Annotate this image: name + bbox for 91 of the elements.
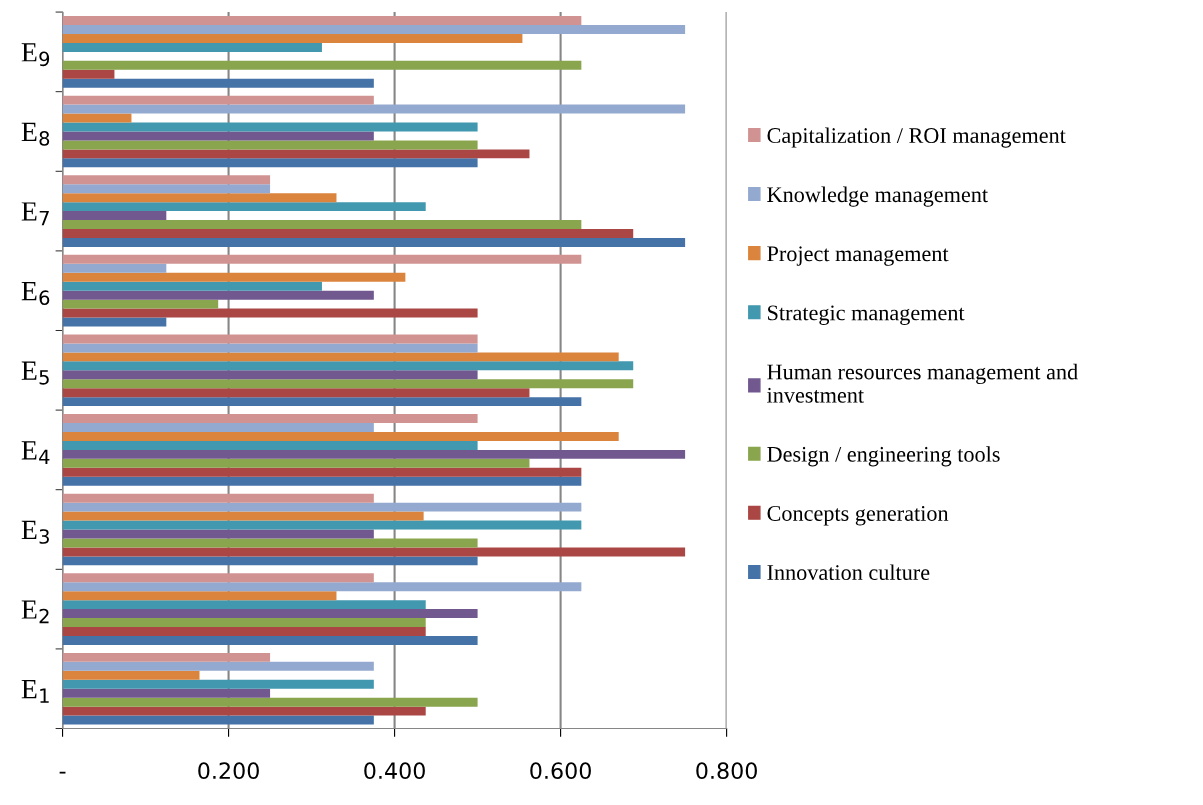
- bar: [62, 317, 167, 327]
- bar: [62, 272, 406, 282]
- bar: [62, 397, 582, 407]
- bar: [62, 467, 582, 477]
- y-tick-label: E$_{9}$: [21, 43, 50, 67]
- bar: [62, 78, 374, 88]
- bar: [62, 591, 337, 601]
- bar: [62, 33, 523, 43]
- bar: [62, 334, 478, 344]
- bar: [62, 520, 582, 530]
- legend-label: Concepts generation: [767, 505, 949, 526]
- bar: [62, 431, 619, 441]
- bar: [62, 423, 374, 432]
- legend-label: Human resources management and investment: [767, 363, 1078, 403]
- bar: [62, 502, 582, 512]
- bar: [62, 627, 426, 636]
- bar: [62, 281, 322, 291]
- y-tick-label: E$_{2}$: [21, 600, 49, 624]
- bar: [62, 511, 424, 521]
- legend-label: Design / engineering tools: [767, 446, 1000, 467]
- bar: [62, 352, 619, 362]
- bar: [62, 42, 322, 52]
- bar: [62, 635, 478, 645]
- bar: [62, 229, 634, 238]
- bar: [62, 299, 219, 309]
- bar: [62, 104, 686, 114]
- bar: [62, 158, 478, 168]
- bar: [62, 582, 582, 592]
- x-tick-label: 0.800: [696, 762, 757, 780]
- y-tick-label: E$_{4}$: [21, 441, 50, 464]
- bar: [62, 140, 478, 150]
- x-tick-label: 0.600: [530, 762, 591, 780]
- bar: [62, 95, 374, 105]
- bar: [62, 184, 271, 194]
- y-tick-label: E$_{6}$: [21, 282, 50, 306]
- bar: [62, 69, 115, 79]
- bar: [62, 175, 271, 185]
- bar: [62, 556, 478, 566]
- bar: [62, 237, 686, 247]
- bar: [62, 715, 374, 725]
- x-tick-label: 0.400: [364, 762, 425, 780]
- bar: [62, 149, 530, 159]
- bar: [62, 440, 478, 450]
- y-tick-label: E$_{5}$: [21, 361, 49, 385]
- legend-label: Strategic management: [768, 305, 965, 325]
- bar: [62, 388, 530, 398]
- bar: [62, 706, 426, 716]
- bar: [62, 343, 478, 353]
- y-tick-label: E$_{3}$: [21, 520, 49, 544]
- bar: [62, 618, 426, 628]
- y-tick-label: E$_{7}$: [21, 202, 49, 226]
- bar: [62, 379, 634, 389]
- bar: [62, 679, 374, 689]
- bar: [62, 538, 478, 548]
- y-tick-label: E$_{1}$: [21, 680, 49, 703]
- bar: [62, 25, 686, 34]
- bar: [62, 193, 337, 203]
- bar: [62, 476, 582, 486]
- bar: [62, 131, 374, 141]
- bar: [62, 609, 478, 619]
- bar: [62, 688, 271, 698]
- bar: [62, 458, 530, 468]
- bar: [62, 254, 582, 264]
- bar: [62, 211, 167, 221]
- bar: [62, 263, 167, 273]
- bar: [62, 113, 132, 123]
- bar: [62, 308, 478, 318]
- bar: [62, 370, 478, 380]
- bar: [62, 547, 686, 557]
- bar: [62, 414, 478, 424]
- bar: [62, 670, 200, 680]
- bar: [62, 16, 582, 26]
- bar: [62, 493, 374, 503]
- bar: [62, 697, 478, 707]
- legend-label: Capitalization / ROI management: [767, 127, 1066, 148]
- bar: [62, 290, 374, 300]
- legend-label: Innovation culture: [767, 564, 930, 581]
- bar: [62, 220, 582, 229]
- legend-label: Project management: [767, 246, 949, 266]
- bar: [62, 202, 426, 212]
- bar: [62, 60, 582, 70]
- bar: [62, 361, 634, 371]
- bar: [62, 652, 271, 662]
- legend-label: Knowledge management: [767, 186, 988, 207]
- x-tick-label: 0.200: [198, 762, 259, 780]
- bar: [62, 573, 374, 583]
- y-tick-label: E$_{8}$: [21, 122, 50, 146]
- bar: [62, 449, 686, 459]
- bar: [62, 661, 374, 671]
- x-tick-label: -: [59, 771, 66, 774]
- bar: [62, 600, 426, 610]
